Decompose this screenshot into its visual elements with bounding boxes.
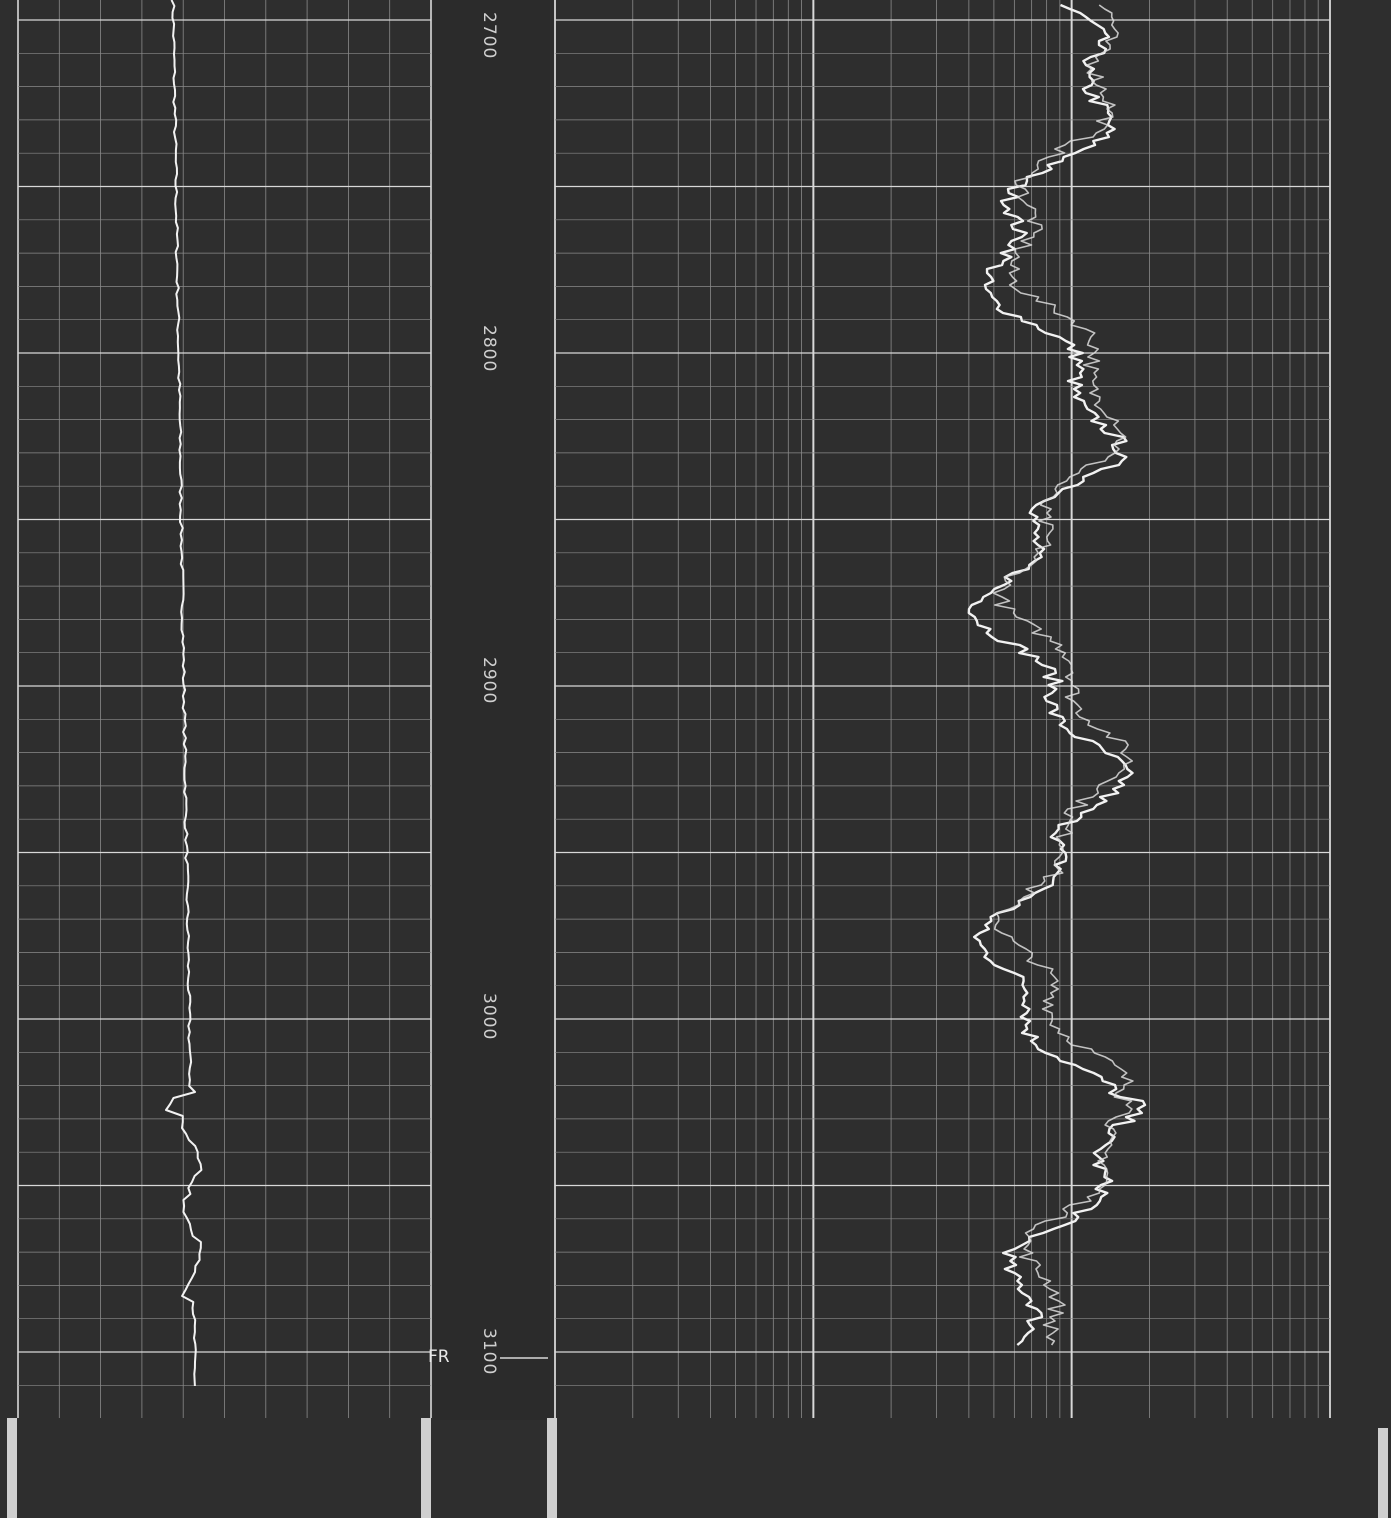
left-track bbox=[17, 0, 432, 1418]
depth-label-3000: 3000 bbox=[479, 993, 499, 1040]
scale-tick bbox=[7, 1418, 17, 1518]
left-log-curve bbox=[165, 0, 203, 1387]
depth-scale: 2700 2800 2900 3000 3100 bbox=[479, 12, 499, 1375]
formation-marker-label: FR bbox=[428, 1347, 450, 1367]
depth-label-3100: 3100 bbox=[479, 1328, 499, 1375]
depth-track bbox=[433, 0, 550, 1420]
scale-tick bbox=[421, 1418, 431, 1518]
right-log-curve-a bbox=[967, 3, 1147, 1346]
right-log-curve-b bbox=[992, 4, 1134, 1346]
bottom-scale-ticks bbox=[7, 1418, 1388, 1518]
right-track bbox=[554, 0, 1331, 1418]
depth-label-2800: 2800 bbox=[479, 325, 499, 372]
scale-tick bbox=[547, 1418, 557, 1518]
depth-label-2700: 2700 bbox=[479, 12, 499, 59]
scale-tick bbox=[1378, 1428, 1388, 1518]
depth-label-2900: 2900 bbox=[479, 657, 499, 704]
